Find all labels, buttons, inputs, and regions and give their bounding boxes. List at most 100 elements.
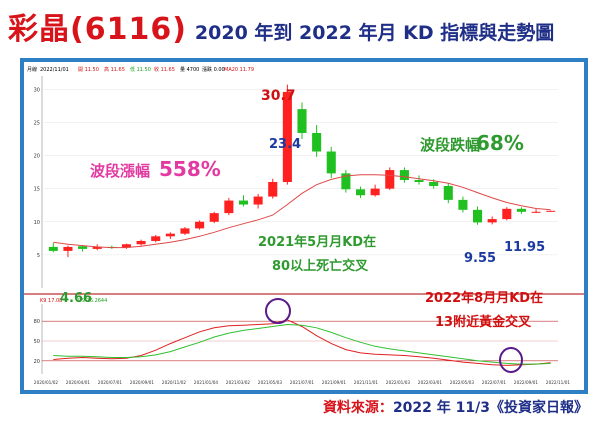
- x-tick-label: 2020/04/01: [66, 380, 90, 385]
- candle-body: [326, 151, 336, 174]
- chart-title: 彩晶(6116) 2020 年到 2022 年月 KD 指標與走勢圖: [8, 4, 554, 54]
- candle-body: [224, 200, 234, 214]
- candle-body: [282, 91, 292, 182]
- info-period: 月線: [27, 66, 37, 73]
- x-tick-label: 2021/11/01: [354, 380, 378, 385]
- price-tick-label: 5: [37, 253, 40, 259]
- x-tick-label: 2020/01/02: [34, 380, 58, 385]
- candle-body: [443, 185, 453, 200]
- candle-body: [473, 209, 483, 223]
- kd-2022-note-line1: 2022年8月月KD在: [425, 290, 543, 306]
- info-close: 收 11.65: [154, 66, 175, 73]
- kd-d-value: D9 16.2644: [78, 298, 107, 304]
- candle-body: [195, 221, 205, 229]
- info-change: 漲跌 0.00: [202, 66, 225, 73]
- candle-body: [78, 246, 88, 249]
- price-label-low: 4.66: [60, 291, 92, 306]
- candle-body: [355, 189, 366, 196]
- x-axis-labels: 2020/01/02 2020/04/01 2020/07/01 2020/09/01…: [34, 380, 570, 385]
- chart-subtitle: 2020 年到 2022 年月 KD 指標與走勢圖: [194, 22, 555, 44]
- k-line: [53, 319, 551, 366]
- candle-body: [414, 180, 424, 182]
- price-tick-label: 15: [34, 187, 40, 193]
- source-label: 資料來源：: [322, 400, 393, 416]
- candle-body: [151, 236, 161, 241]
- x-tick-label: 2022/01/03: [386, 380, 410, 385]
- candle-body: [429, 182, 439, 186]
- price-tick-label: 10: [34, 220, 40, 226]
- candle-body: [209, 213, 219, 222]
- kd-2022-note-line2: 13附近黃金交叉: [435, 314, 532, 330]
- candle-body: [385, 170, 395, 189]
- info-ma: MA20 11.79: [224, 67, 254, 73]
- kd-tick-label: 80: [34, 319, 40, 325]
- candle-body: [516, 208, 526, 212]
- price-label-high: 30.7: [261, 88, 296, 104]
- price-tick-label: 25: [34, 120, 40, 126]
- x-tick-label: 2022/05/03: [450, 380, 474, 385]
- rise-annotation-pct: 558%: [159, 157, 221, 181]
- info-bar: 月線 2022/11/01 開 11.50 高 11.65 低 11.50 收 …: [27, 66, 254, 73]
- info-low: 低 11.50: [130, 66, 151, 73]
- candle-body: [487, 219, 497, 223]
- candle-body: [121, 244, 131, 248]
- x-tick-label: 2020/07/01: [98, 380, 122, 385]
- info-date: 2022/11/01: [40, 67, 69, 73]
- info-open: 開 11.50: [78, 67, 99, 73]
- kd-tick-label: 20: [34, 359, 40, 365]
- info-high: 高 11.65: [104, 66, 125, 73]
- candle-body: [399, 170, 409, 181]
- candle-body: [165, 233, 175, 237]
- price-label-low-2022: 9.55: [464, 251, 496, 266]
- candle-body: [238, 200, 249, 205]
- source-text: 2022 年 11/3《投資家日報》: [392, 400, 588, 416]
- candle-body: [458, 199, 468, 210]
- candle-body: [136, 240, 146, 245]
- x-tick-label: 2021/09/01: [322, 380, 346, 385]
- candle-body: [341, 173, 351, 190]
- x-tick-label: 2020/11/02: [162, 380, 186, 385]
- kd-2021-note-line2: 80以上死亡交叉: [272, 258, 369, 274]
- candle-body: [268, 182, 278, 197]
- candle-body: [546, 210, 556, 212]
- golden-cross-circle: [499, 347, 523, 373]
- x-tick-label: 2022/11/01: [546, 380, 570, 385]
- candle-body: [297, 109, 307, 133]
- candle-body: [502, 208, 512, 220]
- source-note: 資料來源：2022 年 11/3《投資家日報》: [323, 397, 588, 417]
- x-tick-label: 2021/05/03: [258, 380, 282, 385]
- fall-annotation-pct: 68%: [476, 131, 524, 155]
- price-label-23: 23.4: [269, 137, 301, 152]
- price-label-1195: 11.95: [504, 240, 545, 255]
- x-tick-label: 2022/03/01: [418, 380, 442, 385]
- price-tick-label: 30: [34, 87, 40, 93]
- stock-name: 彩晶(6116): [8, 12, 187, 47]
- kd-tick-label: 50: [34, 339, 40, 345]
- candle-body: [48, 246, 58, 251]
- fall-annotation-label: 波段跌幅: [420, 136, 480, 154]
- kd-y-axis: 20 50 80: [34, 304, 558, 374]
- x-tick-label: 2020/09/01: [130, 380, 154, 385]
- x-tick-label: 2021/03/02: [226, 380, 250, 385]
- d-line: [53, 323, 551, 365]
- chart-canvas: 月線 2022/11/01 開 11.50 高 11.65 低 11.50 收 …: [24, 66, 584, 385]
- candle-body: [531, 211, 541, 213]
- kd-k-value: K9 17.08: [40, 298, 62, 304]
- candle-body: [92, 246, 102, 249]
- candle-body: [312, 132, 322, 152]
- kd-info-bar: K9 17.08 D9 16.2644: [40, 298, 107, 304]
- candle-body: [370, 188, 380, 196]
- kd-2021-note-line1: 2021年5月月KD在: [258, 234, 376, 250]
- price-y-axis: 5 10 15 20 25 30: [34, 76, 43, 288]
- moving-average-line: [53, 174, 551, 249]
- candle-body: [253, 196, 263, 205]
- x-tick-label: 2022/09/01: [514, 380, 538, 385]
- candle-body: [180, 228, 190, 234]
- price-tick-label: 20: [34, 154, 40, 160]
- info-volume: 量 4700: [180, 66, 199, 73]
- x-tick-label: 2022/07/01: [482, 380, 506, 385]
- candle-body: [63, 246, 73, 251]
- x-tick-label: 2021/07/01: [290, 380, 314, 385]
- rise-annotation-label: 波段漲幅: [90, 162, 150, 180]
- x-tick-label: 2021/01/04: [194, 380, 218, 385]
